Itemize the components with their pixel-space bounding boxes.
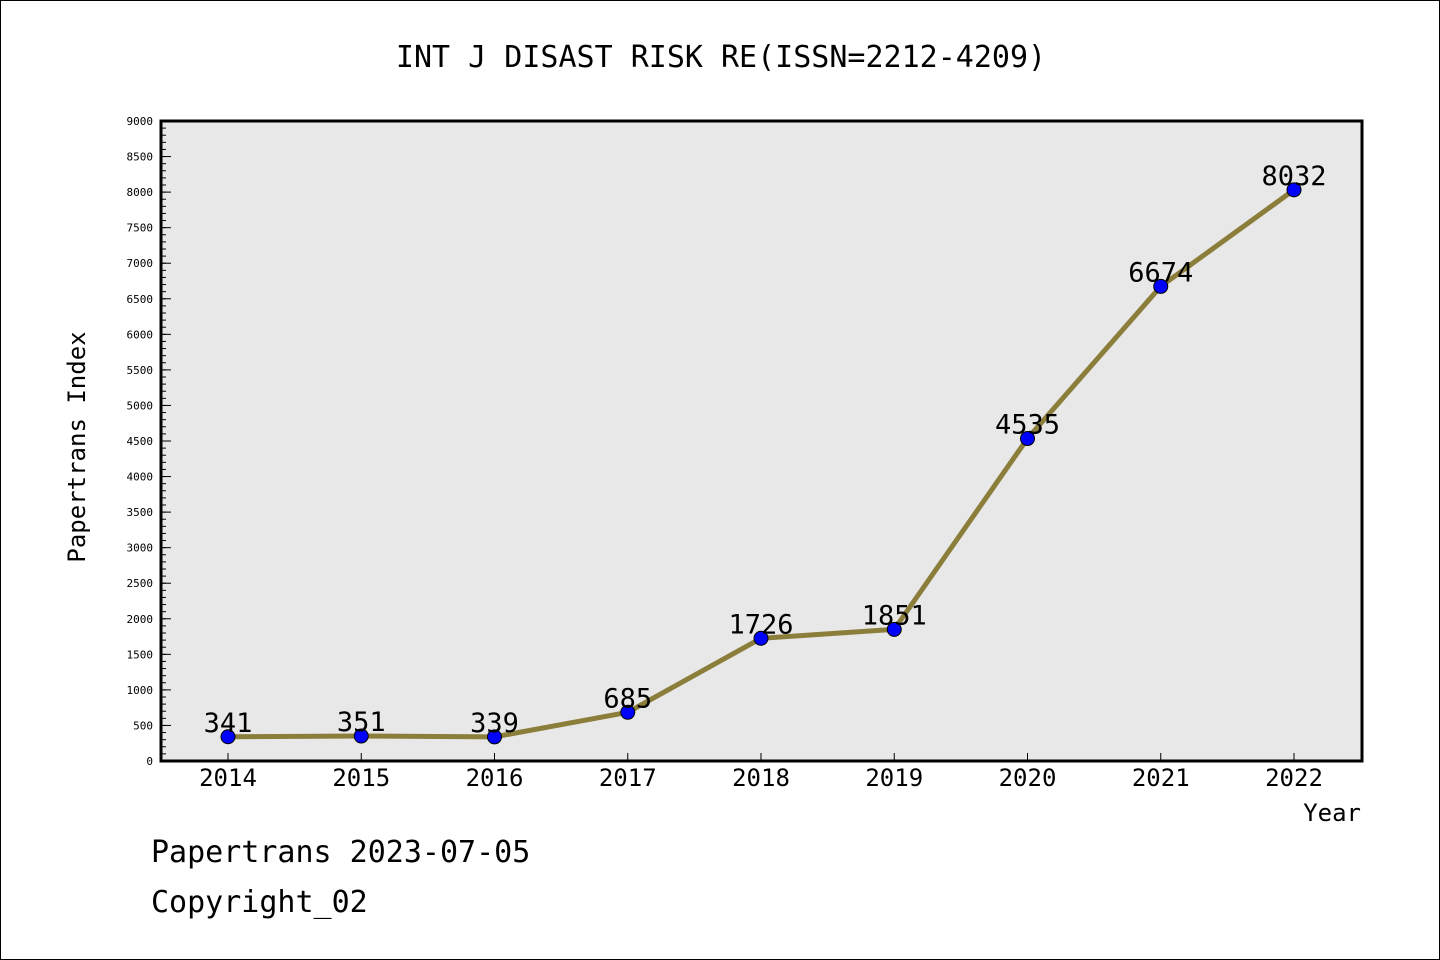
y-tick-label: 5000 bbox=[127, 399, 154, 412]
y-tick-label: 0 bbox=[146, 755, 153, 768]
y-tick-label: 8000 bbox=[127, 186, 154, 199]
data-label: 1726 bbox=[728, 609, 793, 640]
footer-copyright-text: Copyright_02 bbox=[151, 885, 368, 920]
y-tick-label: 3500 bbox=[127, 506, 154, 519]
y-tick-label: 6500 bbox=[127, 293, 154, 306]
chart-title: INT J DISAST RISK RE(ISSN=2212-4209) bbox=[396, 40, 1046, 75]
data-label: 685 bbox=[603, 683, 652, 714]
data-label: 351 bbox=[337, 707, 386, 738]
y-axis-label: Papertrans Index bbox=[63, 331, 91, 562]
data-labels: 341 351 339 685 1726 1851 4535 6674 8032 bbox=[204, 161, 1327, 739]
data-point bbox=[1153, 278, 1169, 294]
data-point bbox=[1286, 182, 1302, 198]
data-label: 339 bbox=[470, 708, 519, 739]
y-tick-label: 1000 bbox=[127, 684, 154, 697]
y-tick-label: 6000 bbox=[127, 328, 154, 341]
x-axis-ticks: 2014 2015 2016 2017 2018 2019 2020 2021 2022 bbox=[199, 753, 1323, 792]
data-markers bbox=[220, 182, 1302, 745]
data-point bbox=[220, 729, 236, 745]
data-label: 341 bbox=[204, 708, 253, 739]
data-label: 1851 bbox=[862, 600, 927, 631]
data-point bbox=[620, 704, 636, 720]
y-tick-label: 3000 bbox=[127, 542, 154, 555]
y-tick-label: 5500 bbox=[127, 364, 154, 377]
x-tick-label: 2021 bbox=[1132, 764, 1190, 792]
y-tick-label: 500 bbox=[133, 719, 153, 732]
data-point bbox=[353, 728, 369, 744]
data-point bbox=[1020, 431, 1035, 447]
x-tick-label: 2015 bbox=[332, 764, 390, 792]
data-label: 8032 bbox=[1261, 161, 1326, 192]
y-tick-label: 7000 bbox=[127, 257, 154, 270]
data-point bbox=[886, 621, 902, 637]
y-tick-label: 2500 bbox=[127, 577, 154, 590]
data-label: 4535 bbox=[995, 410, 1060, 441]
y-tick-label: 4000 bbox=[127, 471, 154, 484]
x-tick-label: 2016 bbox=[466, 764, 524, 792]
x-tick-label: 2017 bbox=[599, 764, 657, 792]
footer-date-text: Papertrans 2023-07-05 bbox=[151, 835, 531, 870]
y-tick-label: 1500 bbox=[127, 648, 154, 661]
x-tick-label: 2014 bbox=[199, 764, 257, 792]
data-point bbox=[753, 630, 769, 646]
y-tick-label: 8500 bbox=[127, 151, 154, 164]
y-tick-label: 7500 bbox=[127, 222, 154, 235]
x-tick-label: 2020 bbox=[999, 764, 1057, 792]
plot-area bbox=[161, 121, 1362, 761]
plot-frame bbox=[159, 119, 1364, 763]
x-tick-label: 2022 bbox=[1265, 764, 1323, 792]
data-point bbox=[487, 729, 502, 745]
y-tick-label: 2000 bbox=[127, 613, 154, 626]
x-tick-label: 2019 bbox=[865, 764, 923, 792]
y-tick-label: 9000 bbox=[127, 115, 154, 128]
x-axis-label: Year bbox=[1303, 799, 1361, 827]
y-tick-label: 4500 bbox=[127, 435, 154, 448]
data-label: 6674 bbox=[1128, 257, 1193, 288]
x-tick-label: 2018 bbox=[732, 764, 790, 792]
